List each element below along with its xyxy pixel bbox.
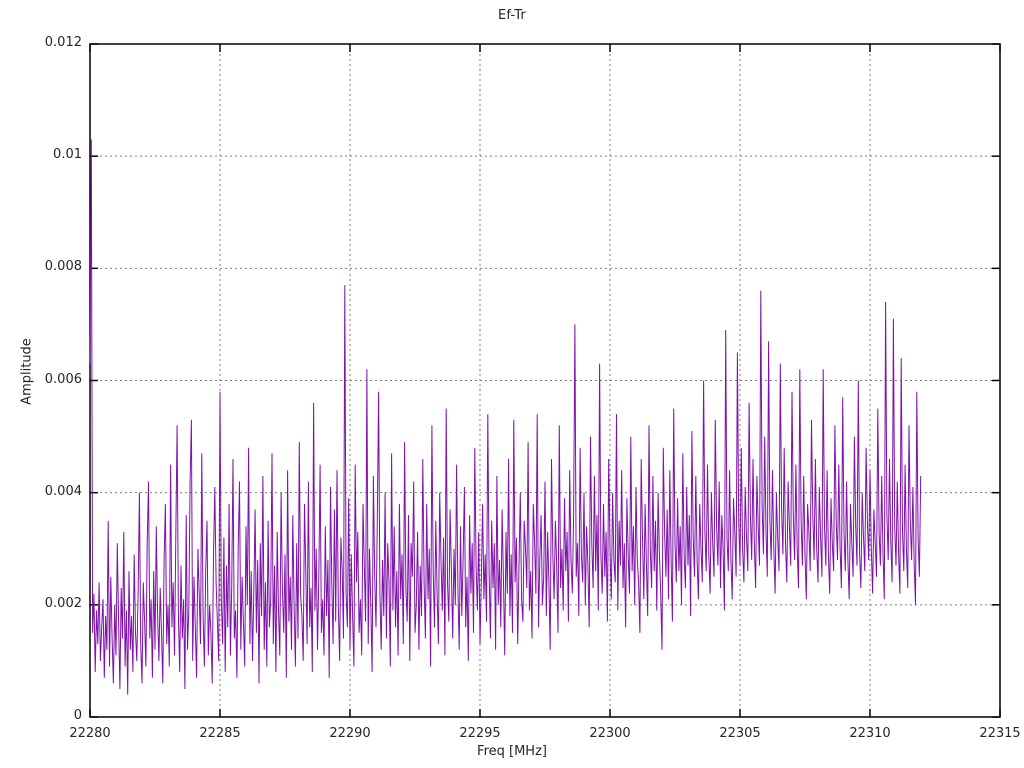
grid-layer [90,44,1000,717]
spectrum-trace [89,139,922,695]
y-tick-label: 0 [73,708,82,723]
x-tick-label: 22285 [199,726,241,741]
x-tick-label: 22295 [459,726,501,741]
y-tick-label: 0.012 [44,35,82,50]
page-title: Ef-Tr [498,8,526,23]
y-tick-label: 0.002 [44,595,82,611]
y-tick-label: 0.01 [53,147,82,163]
y-axis-label: Amplitude [19,338,35,405]
x-tick-label: 22310 [849,726,891,741]
data-series-layer [89,139,922,695]
x-tick-label: 22280 [69,726,111,741]
plot-frame [89,43,1001,718]
x-tick-label: 22305 [719,726,761,741]
y-tick-label: 0.008 [44,259,82,275]
x-axis-label: Freq [MHz] [477,744,547,759]
y-tick-label: 0.006 [44,371,82,387]
x-tick-label: 22315 [979,726,1021,741]
x-tick-label: 22300 [589,726,631,741]
y-tick-label: 0.004 [44,483,82,499]
x-tick-label: 22290 [329,726,371,741]
